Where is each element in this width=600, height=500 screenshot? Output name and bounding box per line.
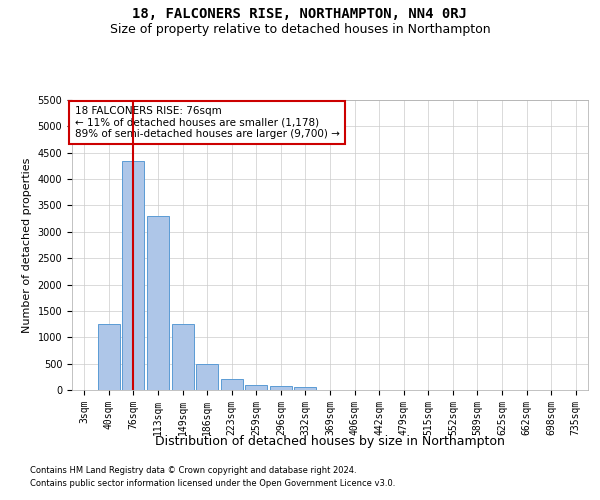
Bar (147, 216, 169, 390)
Bar (245, 384, 268, 390)
Y-axis label: Number of detached properties: Number of detached properties (22, 158, 32, 332)
Text: Distribution of detached houses by size in Northampton: Distribution of detached houses by size … (155, 435, 505, 448)
Bar (270, 386, 292, 390)
Bar (295, 388, 316, 390)
Bar (196, 364, 218, 390)
Text: 18 FALCONERS RISE: 76sqm
← 11% of detached houses are smaller (1,178)
89% of sem: 18 FALCONERS RISE: 76sqm ← 11% of detach… (74, 106, 340, 139)
Bar (172, 324, 194, 390)
Text: Size of property relative to detached houses in Northampton: Size of property relative to detached ho… (110, 22, 490, 36)
Bar (98, 324, 120, 390)
Text: 18, FALCONERS RISE, NORTHAMPTON, NN4 0RJ: 18, FALCONERS RISE, NORTHAMPTON, NN4 0RJ (133, 8, 467, 22)
Text: Contains public sector information licensed under the Open Government Licence v3: Contains public sector information licen… (30, 478, 395, 488)
Bar (221, 380, 243, 390)
Text: Contains HM Land Registry data © Crown copyright and database right 2024.: Contains HM Land Registry data © Crown c… (30, 466, 356, 475)
Bar (122, 160, 145, 390)
